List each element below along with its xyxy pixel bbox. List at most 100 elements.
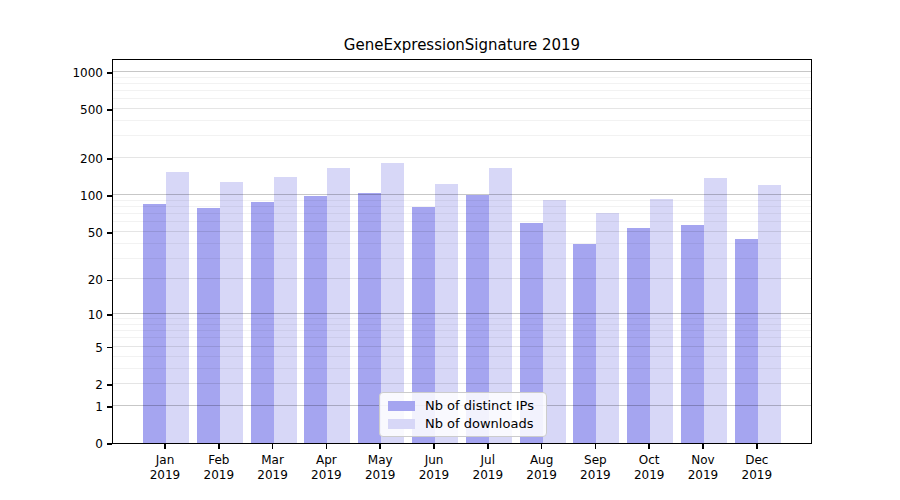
x-tick-mark [756,444,758,449]
y-tick-label-500: 500 [0,102,103,118]
gridline-50 [113,231,811,232]
gridline-minor [113,135,811,136]
legend-item-ips: Nb of distinct IPs [388,398,534,413]
year-label: 2019 [243,468,303,483]
year-label: 2019 [619,468,679,483]
y-tick-mark [107,109,112,111]
month-label: May [350,453,410,468]
bar-ips-mar [251,202,274,443]
gridline-minor [113,200,811,201]
gridline-1000 [113,71,811,72]
y-tick-label-1000: 1000 [0,65,103,81]
gridline-minor [113,213,811,214]
x-tick-mark [595,444,597,449]
gridline-minor [113,83,811,84]
month-label: Nov [673,453,733,468]
x-tick-mark [487,444,489,449]
chart-canvas: GeneExpressionSignature 2019 Nb of disti… [0,0,900,500]
year-label: 2019 [350,468,410,483]
x-tick-label-jul: Jul2019 [458,453,518,483]
y-tick-mark [107,280,112,282]
gridline-minor [113,356,811,357]
bar-downloads-mar [274,177,297,443]
gridline-minor [113,243,811,244]
y-tick-label-100: 100 [0,188,103,204]
bar-downloads-apr [327,168,350,443]
year-label: 2019 [404,468,464,483]
y-tick-label-0: 0 [0,436,103,452]
x-tick-label-feb: Feb2019 [189,453,249,483]
year-label: 2019 [512,468,572,483]
gridline-minor [113,120,811,121]
y-tick-mark [107,72,112,74]
gridline-minor [113,206,811,207]
x-tick-label-nov: Nov2019 [673,453,733,483]
month-label: Feb [189,453,249,468]
legend-label: Nb of distinct IPs [425,398,534,413]
gridline-minor [113,337,811,338]
y-tick-label-200: 200 [0,151,103,167]
year-label: 2019 [565,468,625,483]
x-tick-mark [702,444,704,449]
x-tick-mark [272,444,274,449]
gridline-minor [113,330,811,331]
y-tick-mark [107,443,112,445]
bar-ips-apr [304,196,327,443]
month-label: Jun [404,453,464,468]
y-tick-mark [107,195,112,197]
gridline-minor [113,258,811,259]
bar-downloads-nov [704,178,727,443]
month-label: Jan [135,453,195,468]
gridline-2 [113,383,811,384]
x-tick-label-aug: Aug2019 [512,453,572,483]
y-tick-label-50: 50 [0,225,103,241]
y-tick-label-20: 20 [0,272,103,288]
y-tick-mark [107,232,112,234]
y-tick-label-5: 5 [0,340,103,356]
legend-swatch-ips [388,401,415,411]
bar-ips-dec [735,239,758,444]
legend: Nb of distinct IPs Nb of downloads [379,392,547,437]
x-tick-label-jan: Jan2019 [135,453,195,483]
legend-item-downloads: Nb of downloads [388,416,534,431]
year-label: 2019 [296,468,356,483]
y-tick-label-2: 2 [0,377,103,393]
y-tick-label-1: 1 [0,399,103,415]
x-tick-mark [326,444,328,449]
x-tick-label-mar: Mar2019 [243,453,303,483]
x-tick-mark [541,444,543,449]
x-tick-mark [218,444,220,449]
gridline-10 [113,313,811,314]
x-tick-mark [379,444,381,449]
month-label: Apr [296,453,356,468]
y-tick-mark [107,384,112,386]
year-label: 2019 [189,468,249,483]
month-label: Sep [565,453,625,468]
x-tick-label-oct: Oct2019 [619,453,679,483]
gridline-500 [113,108,811,109]
x-tick-label-apr: Apr2019 [296,453,356,483]
gridline-minor [113,324,811,325]
x-tick-label-jun: Jun2019 [404,453,464,483]
gridline-minor [113,318,811,319]
x-tick-mark [433,444,435,449]
bar-downloads-oct [650,199,673,443]
x-tick-mark [164,444,166,449]
month-label: Aug [512,453,572,468]
month-label: Mar [243,453,303,468]
plot-area: Nb of distinct IPs Nb of downloads [112,59,812,444]
year-label: 2019 [727,468,787,483]
x-tick-mark [648,444,650,449]
gridline-100 [113,194,811,195]
legend-label: Nb of downloads [425,416,533,431]
gridline-minor [113,98,811,99]
month-label: Jul [458,453,518,468]
y-tick-mark [107,347,112,349]
gridline-minor [113,90,811,91]
gridline-minor [113,77,811,78]
gridline-minor [113,368,811,369]
year-label: 2019 [135,468,195,483]
bar-ips-oct [627,228,650,443]
gridline-minor [113,221,811,222]
y-tick-label-10: 10 [0,307,103,323]
